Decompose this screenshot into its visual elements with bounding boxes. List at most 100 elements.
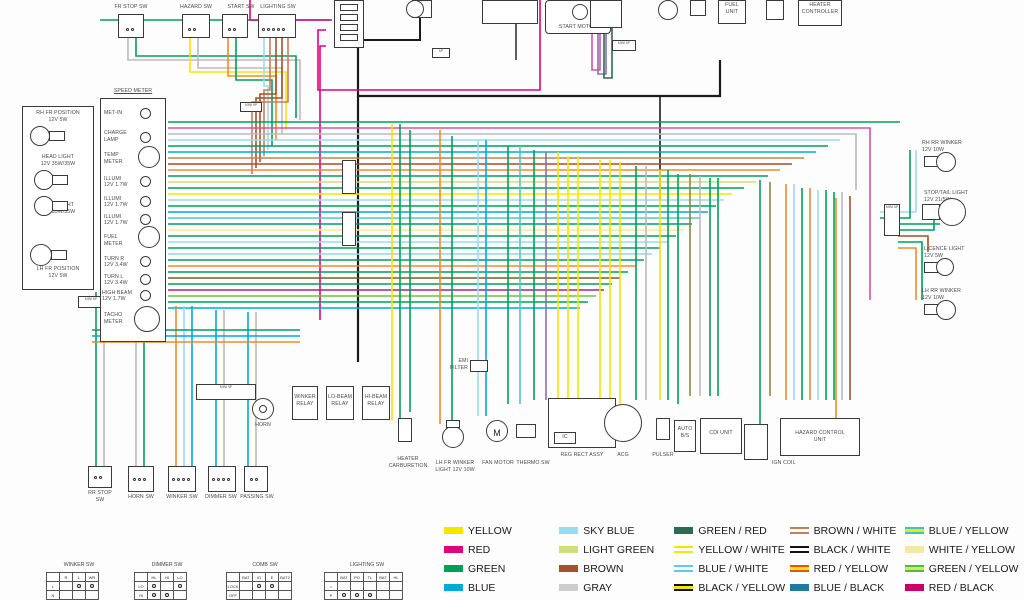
legend-label: WHITE / YELLOW [928,543,1015,556]
switch-pin [187,478,190,481]
table-cell: • [324,581,338,591]
start-sw-box[interactable] [222,14,248,38]
connector-mini-6p-left[interactable]: MINI 6P [78,296,104,308]
switch-pin [267,28,270,31]
legend-label: YELLOW [468,524,512,537]
legend-item: BLUE / YELLOW [904,521,1020,540]
table-cell [252,590,266,600]
legend-swatch-icon [789,584,809,591]
comb-sw-table: BATIGEBAT2LOCKOFFON [226,572,292,600]
hazard-sw-label: HAZARD SW [179,4,213,10]
table-header-cell: BAT [239,572,253,582]
legend-swatch-icon [904,584,924,591]
connector-mini-6p-right[interactable]: MINI 6P [884,204,900,236]
hi-beam-relay-label: HI-BEAM RELAY [364,394,388,407]
legend-item: YELLOW / WHITE [674,540,789,559]
connector-mid-b[interactable] [342,212,356,246]
table-cell: P [324,590,338,600]
lighting-sw-box[interactable] [258,14,296,38]
fuse-1 [340,4,358,11]
pulser-label: PULSER [652,452,674,458]
table-header-cell: HI [160,572,174,582]
rh-fr-position-spec: 12V 5W [48,117,68,123]
legend-label: BROWN / WHITE [813,524,897,537]
fr-stop-sw-box[interactable] [118,14,144,38]
table-cell [239,590,253,600]
switch-pin [217,478,220,481]
legend-swatch-icon [559,546,579,553]
cdi-unit-box [700,418,742,454]
contact-dot-icon [257,583,261,588]
lh-fr-position-spec: 12V 5W [48,273,68,279]
connector-mini-9p[interactable]: MINI 9P [196,384,256,400]
contact-dot-icon [152,592,156,597]
thermo-sw-body [516,424,536,438]
table-cell [59,590,73,600]
comb-sw-table-title: COMB SW [252,562,278,568]
charge-lamp-label: CHARGE LAMP [104,130,127,143]
table-row: LOCK [226,581,292,591]
lh-fr-position-base [51,250,67,260]
temp-meter-gauge [138,146,160,168]
head-light-l-bulb [34,196,54,216]
table-row: • [324,581,403,591]
switch-pin [133,478,136,481]
legend-swatch-icon [674,527,694,534]
table-row: L [46,581,99,591]
starter-relay-box[interactable] [482,0,538,24]
reg-rect-label: REG RECT ASSY [560,452,604,458]
connector-mini-6p-top[interactable]: MINI 6P [612,40,636,51]
dimmer-sw-label: DIMMER SW [205,494,237,500]
legend-swatch-icon [559,527,579,534]
table-header-cell: BAT [376,572,390,582]
table-header-cell: LO [173,572,187,582]
legend-label: BLUE / WHITE [698,562,769,575]
legend-item: BLUE / BLACK [789,578,905,597]
legend-item: GREEN / RED [674,521,789,540]
legend-item: SKY BLUE [559,521,674,540]
illumi-3-label: ILLUMI [104,214,122,220]
cdi-unit-label: CDI UNIT [709,430,733,436]
illumi-3-bulb [140,214,151,225]
switch-pin [212,478,215,481]
hazard-sw-box[interactable] [182,14,210,38]
fuel-meter-label: FUEL METER [104,234,123,247]
table-header-cell: BAT [337,572,351,582]
winker-sw-table: RLWRLNR [46,572,99,600]
met-in-label: MET-IN [104,110,123,116]
legend-swatch-icon [904,565,924,572]
switch-pin [126,28,129,31]
horn-sw-box[interactable] [128,466,154,492]
legend-label: GREEN [468,562,506,575]
met-in-bulb [140,108,151,119]
legend-label: BLUE / BLACK [813,581,885,594]
fan-motor-circle [486,420,508,442]
lh-rr-winker-label: LH RR WINKER [922,288,961,294]
switch-pin [262,28,265,31]
connector-6p-top[interactable]: 6P [432,48,450,58]
heater-carburetion-body [398,418,412,442]
table-row: HI [134,590,187,600]
hi-beam-relay-box [362,386,390,420]
table-cell: N [46,590,60,600]
high-beam-bulb [140,290,151,301]
tacho-meter-label: TACHO METER [104,312,123,325]
connector-emi-filter[interactable] [470,360,488,372]
stop-tail-bulb [938,198,966,226]
legend-label: LIGHT GREEN [583,543,655,556]
legend-label: SKY BLUE [583,524,635,537]
connector-mini-9p-top[interactable]: MINI 9P [240,102,262,112]
switch-pin [172,478,175,481]
lh-fr-position-label: LH FR POSITION [36,266,80,272]
rr-stop-sw-label: RR STOP SW [88,490,112,503]
contact-dot-icon [270,583,274,588]
switch-pin [99,476,102,479]
table-header-cell: TL [363,572,377,582]
rh-rr-winker-bulb [936,152,956,172]
switch-pin [227,478,230,481]
switch-pin [272,28,275,31]
lo-beam-relay-label: LO-BEAM RELAY [327,394,353,407]
connector-mid-a[interactable] [342,160,356,194]
legend-item: LIGHT GREEN [559,540,674,559]
